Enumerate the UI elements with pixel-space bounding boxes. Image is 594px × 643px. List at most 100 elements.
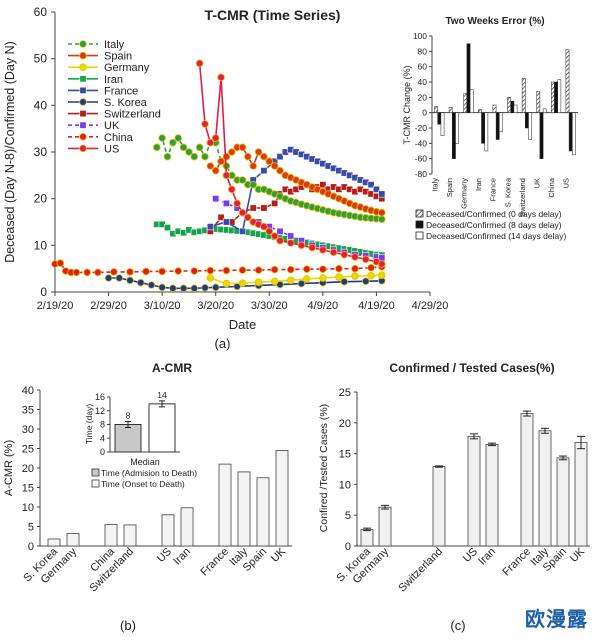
chart-b-bar bbox=[237, 471, 251, 547]
inset-y-tick-label: -80 bbox=[415, 169, 428, 179]
data-point bbox=[361, 277, 370, 286]
legend-entry: China bbox=[68, 132, 134, 144]
chart-c-y-label: Confired /Tested Cases (%) bbox=[318, 404, 330, 532]
legend-label: US bbox=[104, 143, 119, 155]
chart-a-x-tick-label: 3/20/20 bbox=[197, 300, 234, 312]
inset-bar bbox=[542, 108, 547, 113]
chart-a-y-tick-label: 10 bbox=[34, 238, 48, 252]
inset-b-legend-label: Time (Onset to Death) bbox=[101, 479, 185, 489]
chart-b-y-tick-label: 5 bbox=[28, 522, 34, 534]
inset-bar bbox=[536, 90, 541, 113]
chart-b-y-tick-label: 15 bbox=[22, 483, 34, 495]
chart-c-bar bbox=[520, 413, 534, 547]
data-point bbox=[195, 143, 204, 152]
data-point bbox=[217, 213, 225, 221]
chart-b-category-label: US bbox=[155, 546, 174, 565]
data-point bbox=[254, 278, 263, 287]
legend-label: China bbox=[104, 132, 134, 144]
chart-c-panel-label: (c) bbox=[450, 618, 465, 633]
data-point bbox=[335, 264, 343, 273]
data-point bbox=[244, 213, 252, 222]
data-point bbox=[206, 162, 215, 170]
data-point bbox=[206, 274, 215, 282]
chart-a-x-tick-label: 2/29/20 bbox=[90, 300, 127, 312]
inset-y-label: T-CMR Change (%) bbox=[402, 65, 412, 144]
inset-b-data-label: 8 bbox=[126, 411, 131, 421]
chart-b-y-tick-label: 35 bbox=[22, 405, 34, 417]
inset-legend-label: Deceased/Confirmed (0 days delay) bbox=[426, 209, 562, 219]
inset-b-title: Median bbox=[130, 457, 160, 467]
legend-swatch-marker bbox=[79, 121, 87, 129]
series-line bbox=[54, 262, 382, 274]
inset-title: Two Weeks Error (%) bbox=[445, 16, 544, 27]
data-point bbox=[260, 204, 268, 212]
chart-b-category-label: UK bbox=[269, 545, 289, 565]
data-point bbox=[244, 152, 252, 161]
inset-b-data-label: 14 bbox=[157, 390, 167, 400]
inset-bar bbox=[484, 112, 489, 152]
inset-b-y-tick-label: 0 bbox=[100, 447, 105, 457]
data-point bbox=[367, 271, 375, 280]
chart-b-bar bbox=[47, 538, 61, 547]
data-point bbox=[147, 281, 156, 289]
chart-a-y-tick-label: 20 bbox=[34, 192, 48, 206]
data-point bbox=[377, 208, 386, 217]
data-point bbox=[158, 134, 166, 142]
chart-a-y-tick-label: 50 bbox=[34, 52, 48, 66]
data-point bbox=[249, 180, 258, 189]
data-point bbox=[254, 148, 263, 156]
chart-b-bar bbox=[104, 524, 118, 547]
chart-c-bar bbox=[360, 528, 374, 547]
legend-swatch-marker bbox=[79, 75, 87, 83]
chart-c-category-label: Switzerland bbox=[396, 546, 445, 595]
data-point bbox=[287, 232, 295, 240]
data-point bbox=[377, 260, 386, 268]
inset-b-y-tick-label: 12 bbox=[95, 406, 105, 416]
inset-b-y-tick-label: 16 bbox=[95, 392, 105, 402]
inset-bar bbox=[528, 112, 532, 140]
chart-c-y-tick-label: 20 bbox=[339, 418, 351, 430]
chart-c-y-tick-label: 15 bbox=[339, 449, 351, 461]
data-point bbox=[238, 176, 247, 184]
legend-label: Iran bbox=[104, 74, 123, 86]
chart-b-bar bbox=[180, 507, 194, 547]
data-point bbox=[319, 181, 327, 189]
chart-c-bar bbox=[538, 430, 552, 547]
chart-a-x-tick-label: 4/29/20 bbox=[412, 300, 449, 312]
chart-c-y-tick-label: 10 bbox=[339, 479, 351, 491]
data-point bbox=[104, 274, 113, 282]
data-point bbox=[233, 199, 241, 208]
series-france bbox=[206, 146, 386, 235]
inset-bar bbox=[551, 81, 555, 113]
data-point bbox=[115, 274, 124, 282]
data-point bbox=[276, 153, 284, 161]
data-point bbox=[158, 283, 166, 292]
data-point bbox=[335, 273, 343, 281]
chart-a-x-tick-label: 4/19/20 bbox=[358, 300, 395, 312]
inset-bar bbox=[452, 112, 456, 159]
chart-a-panel-label: (a) bbox=[215, 336, 231, 351]
data-point bbox=[110, 268, 118, 276]
data-point bbox=[195, 59, 204, 68]
chart-b-category-label: Iran bbox=[171, 546, 193, 568]
data-point bbox=[270, 277, 279, 286]
inset-bar bbox=[492, 104, 497, 113]
data-point bbox=[169, 284, 177, 293]
data-point bbox=[340, 277, 349, 286]
data-point bbox=[254, 266, 263, 274]
chart-c-y-tick-label: 5 bbox=[345, 510, 351, 522]
data-point bbox=[222, 171, 231, 180]
legend-entry: Iran bbox=[68, 74, 123, 86]
legend-entry: S. Korea bbox=[68, 97, 148, 109]
chart-b-y-label: A-CMR (%) bbox=[3, 440, 15, 496]
data-point bbox=[206, 223, 214, 231]
legend-swatch-marker bbox=[79, 144, 87, 153]
data-point bbox=[238, 279, 247, 287]
legend-label: Germany bbox=[104, 62, 150, 74]
legend-entry: Italy bbox=[68, 39, 125, 51]
legend-swatch-marker bbox=[79, 63, 87, 71]
series-spain bbox=[206, 143, 386, 217]
series-germany bbox=[206, 271, 386, 288]
inset-bar bbox=[440, 112, 445, 136]
chart-c-bar bbox=[432, 466, 446, 547]
